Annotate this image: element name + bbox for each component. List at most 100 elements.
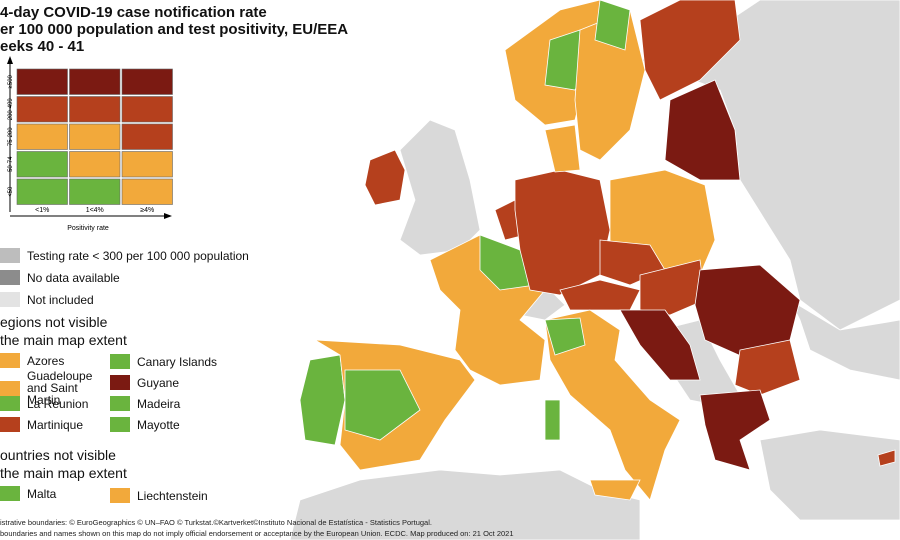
grid-cell [16,123,68,150]
item-label: Malta [27,486,57,501]
croatia-slovenia [619,309,701,381]
turkey [759,429,900,521]
region-item: Guyane [110,375,179,390]
item-label: Guyane [137,375,180,390]
region-item: Guadeloupe and Saint Martin [0,370,105,406]
cyprus [877,449,896,467]
grid-cell [121,68,173,95]
swatch [0,248,20,263]
eu-regions [299,0,896,501]
germany [514,169,611,296]
footer-line: istrative boundaries: © EuroGeographics … [0,518,432,527]
countries-heading: ountries not visible [0,447,116,463]
footer-line: boundaries and names shown on this map d… [0,529,514,538]
col-label: ≥4% [140,207,154,214]
swatch [0,396,20,411]
x-arrow-head [164,213,172,219]
item-label: Guadeloupe and Saint Martin [27,369,93,407]
grid-cell [69,178,121,205]
portugal [299,354,346,446]
regions-heading: egions not visible [0,314,108,330]
greece [699,389,771,471]
region-item: Martinique [0,417,105,432]
row-label: <50 [8,186,14,197]
item-label: La Reunion [27,396,89,411]
status-item: Testing rate < 300 per 100 000 populatio… [0,248,249,263]
item-label: No data available [27,270,120,285]
grid-cell [121,178,173,205]
grid-cell [16,151,68,178]
legend-grid: ≥500 200-499 75-200 50-74 <50 <1% 1<4% ≥4% Posit… [7,56,173,232]
sweden [574,9,646,161]
swatch [0,417,20,432]
swatch [0,270,20,285]
swatch [0,292,20,307]
bulgaria [734,339,801,396]
hungary-slovakia [639,259,706,316]
swatch [0,486,20,501]
great-britain [399,119,481,256]
grid-cell [121,123,173,150]
black-sea-coast [789,298,900,381]
countries-heading: the main map extent [0,465,127,481]
italy-north [544,317,586,356]
grid-cell [16,68,68,95]
country-item: Liechtenstein [110,488,208,503]
grid-cell [121,151,173,178]
region-item: Azores [0,353,105,368]
col-label: 1<4% [86,207,104,214]
france-east [479,234,536,291]
spain-central [344,369,421,441]
title-line: er 100 000 population and test positivit… [0,21,349,38]
grid-cell [16,178,68,205]
region-item: Madeira [110,396,180,411]
country-item: Malta [0,486,56,501]
item-label: Canary Islands [137,354,218,369]
grid-cell [121,96,173,123]
italy [544,309,681,501]
swatch [110,396,130,411]
row-label: 50-74 [8,156,14,172]
sicily [589,479,641,501]
title-line: eeks 40 - 41 [0,38,85,55]
item-label: Madeira [137,396,181,411]
item-label: Liechtenstein [137,488,208,503]
grid-cell [69,151,121,178]
item-label: Not included [27,292,94,307]
austria [559,279,641,311]
grid-cell [69,68,121,95]
item-label: Azores [27,353,65,368]
ireland [364,149,406,206]
item-label: Mayotte [137,417,180,432]
sardinia [544,399,561,441]
title-line: 4-day COVID-19 case notification rate [0,4,267,21]
grid-cell [16,96,68,123]
item-label: Martinique [27,417,84,432]
status-item: Not included [0,292,94,307]
swatch [0,353,20,368]
row-label: 200-499 [8,98,14,121]
denmark [544,124,581,173]
x-axis-label: Positivity rate [67,225,109,232]
grid-cell [69,123,121,150]
sweden-north [594,0,631,51]
row-label: 75-200 [8,127,14,146]
item-label: Testing rate < 300 per 100 000 populatio… [27,248,249,263]
row-label: ≥500 [8,74,14,88]
finland [639,0,741,101]
swatch [110,375,130,390]
col-label: <1% [35,207,49,214]
region-item: Mayotte [110,417,180,432]
y-arrow-head [7,56,13,64]
non-eu-land [289,0,900,540]
north-africa [289,469,641,540]
swatch [110,488,130,503]
grid-cell [69,96,121,123]
region-item: La Reunion [0,396,105,411]
swatch [110,417,130,432]
status-item: No data available [0,270,120,285]
swatch [110,354,130,369]
baltics [664,79,741,181]
